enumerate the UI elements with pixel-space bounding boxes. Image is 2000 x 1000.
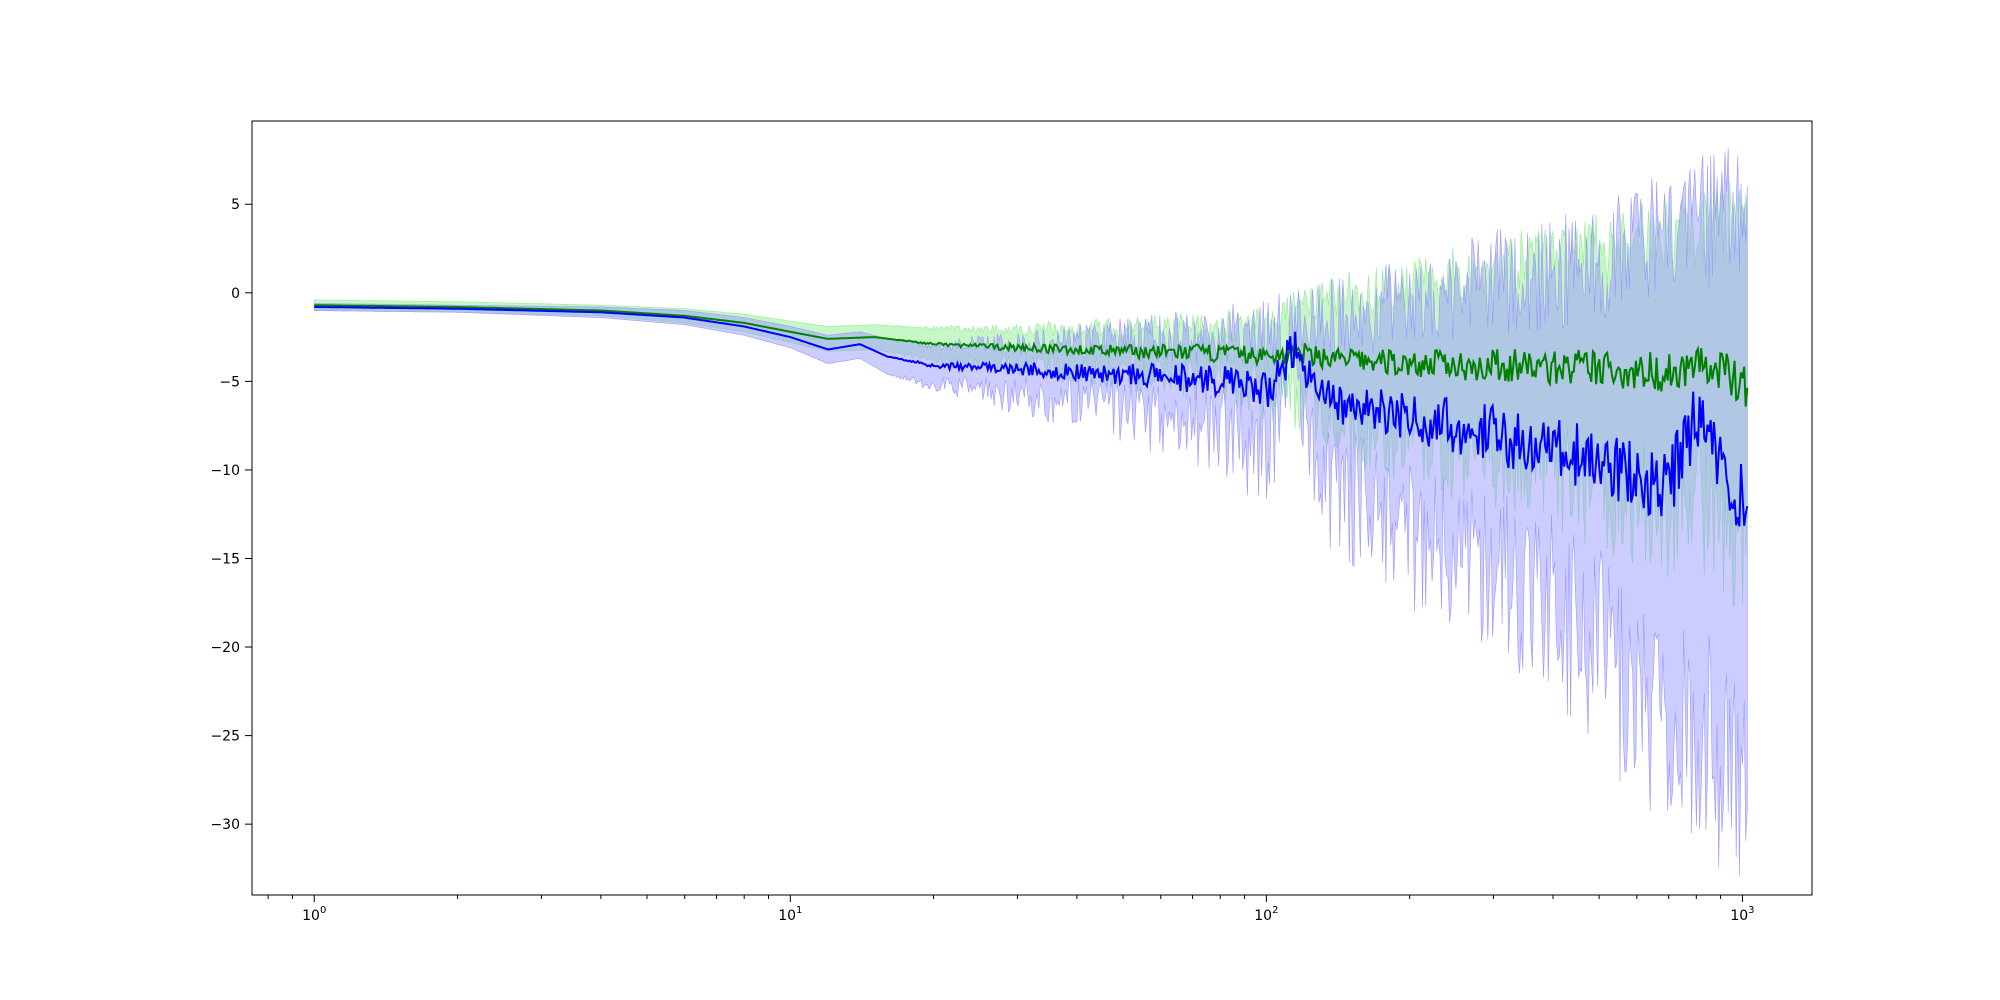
confidence-bands	[314, 148, 1748, 876]
series-2-band	[314, 148, 1748, 876]
series-1-line	[314, 304, 1749, 407]
y-tick-label: −30	[210, 817, 240, 833]
y-tick-label: 0	[231, 286, 240, 302]
y-tick-label: −5	[219, 374, 240, 390]
x-tick-label: 102	[1254, 905, 1278, 924]
plot-area-frame	[251, 120, 1813, 896]
series-lines	[314, 304, 1749, 527]
y-tick-label: −15	[210, 551, 240, 567]
x-axis: 100 101 102 103	[267, 895, 1755, 924]
x-tick-label: 100	[302, 905, 326, 924]
x-tick-label: 103	[1730, 905, 1754, 924]
x-tick-label: 101	[778, 905, 802, 924]
y-tick-label: 5	[231, 197, 240, 213]
y-tick-label: −20	[210, 640, 240, 656]
y-tick-label: −10	[210, 463, 240, 479]
y-tick-label: −25	[210, 729, 240, 745]
series-2-line	[314, 306, 1749, 527]
y-axis: 5 0 −5 −10 −15 −20 −25 −30	[210, 197, 252, 833]
